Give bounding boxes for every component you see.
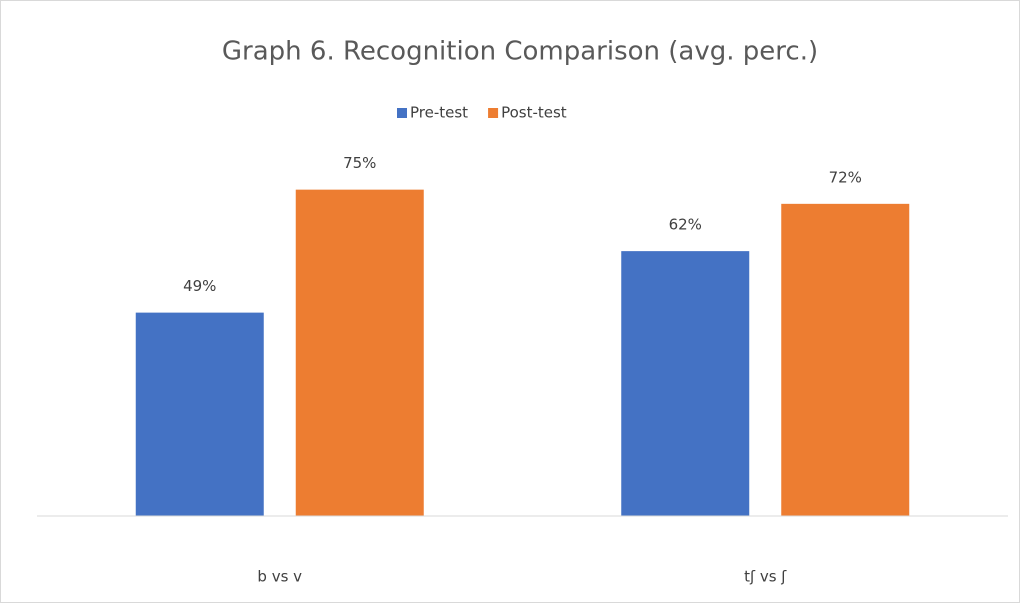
data-label: 62% <box>669 216 702 234</box>
bar <box>621 251 750 516</box>
x-tick-label: b vs v <box>257 568 302 586</box>
data-label: 75% <box>343 154 376 172</box>
legend-swatch <box>488 108 499 118</box>
bar <box>295 189 424 516</box>
data-label: 72% <box>829 168 862 186</box>
legend-label: Post-test <box>501 104 567 122</box>
x-tick-label: tʃ vs ʃ <box>744 568 787 586</box>
chart-title: Graph 6. Recognition Comparison (avg. pe… <box>222 37 818 67</box>
bar <box>781 203 910 517</box>
legend-swatch <box>397 108 407 118</box>
bar <box>135 312 264 516</box>
data-label: 49% <box>183 277 216 295</box>
legend-label: Pre-test <box>410 104 468 122</box>
